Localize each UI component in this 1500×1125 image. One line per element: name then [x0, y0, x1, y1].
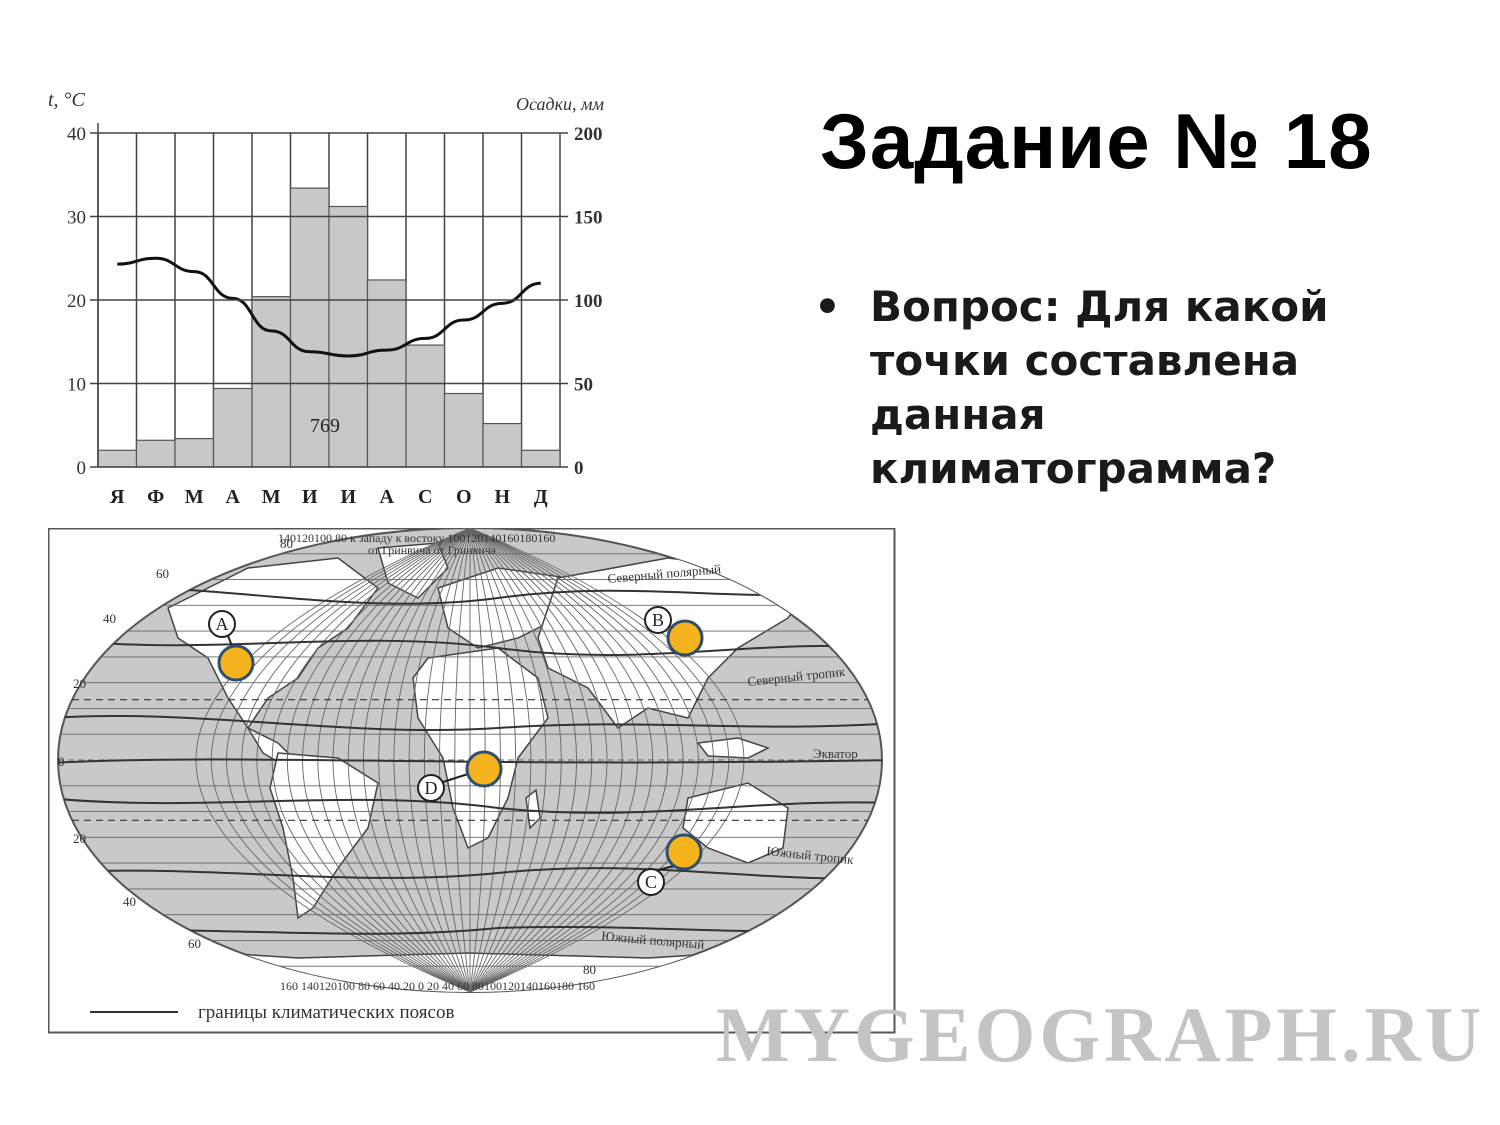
left-axis-label: t, °C [48, 89, 86, 111]
precip-bar-3 [174, 438, 215, 468]
lat-label-60n: 60 [156, 566, 169, 581]
month-label-4: А [226, 486, 241, 508]
meridian-130 [469, 528, 669, 992]
lat-label-60s: 60 [188, 936, 201, 951]
precipitation-total: 769 [310, 415, 340, 437]
meridian--40 [408, 528, 471, 992]
month-label-6: И [302, 486, 318, 508]
point-b[interactable]: B [644, 606, 704, 657]
month-label-12: Д [534, 486, 548, 508]
point-d-marker [465, 750, 503, 788]
month-label-3: М [185, 486, 204, 508]
precip-bar-1 [97, 449, 138, 468]
precip-bar-2 [135, 439, 176, 468]
precip-bar-7 [328, 205, 369, 468]
point-b-marker [666, 619, 704, 657]
chart-line [117, 256, 541, 358]
lat-label-80s: 80 [583, 962, 596, 977]
chart-bars [97, 187, 561, 468]
meridian-140 [469, 528, 684, 992]
temperature-line [117, 256, 541, 358]
point-a[interactable]: A [208, 610, 255, 682]
month-label-1: Я [110, 486, 125, 508]
right-tick-100: 100 [574, 291, 603, 312]
point-a-label: A [216, 614, 229, 634]
lat-label-80n: 80 [280, 536, 293, 551]
left-tick-10: 10 [67, 375, 86, 396]
right-tick-150: 150 [574, 208, 603, 229]
point-d-label: D [425, 778, 438, 798]
right-tick-50: 50 [574, 375, 593, 396]
watermark: MYGEOGRAPH.RU [716, 991, 1486, 1078]
meridian--10 [454, 528, 471, 992]
month-label-11: Н [494, 486, 510, 508]
meridian-160 [469, 528, 714, 992]
point-d[interactable]: D [417, 750, 503, 802]
bottom-scale-label: 160 140120100 80 60 40 20 0 20 40 60 801… [280, 979, 595, 993]
lat-label-40s: 40 [123, 894, 136, 909]
point-c[interactable]: C [637, 833, 703, 896]
month-label-2: Ф [147, 486, 164, 508]
month-label-8: А [380, 486, 395, 508]
lat-label-40n: 40 [103, 611, 116, 626]
meridian-120 [469, 528, 654, 992]
precip-bar-4 [212, 387, 253, 468]
month-label-9: С [418, 486, 432, 508]
month-label-7: И [340, 486, 356, 508]
meridian--20 [439, 528, 471, 992]
right-tick-200: 200 [574, 124, 603, 145]
meridian-110 [469, 528, 638, 992]
precip-bar-10 [443, 392, 484, 468]
top-scale-sub-label: от Гринвича от Гринвича [368, 543, 497, 557]
precip-bar-11 [482, 422, 523, 468]
point-c-label: C [645, 872, 657, 892]
slide-title: Задание № 18 [820, 97, 1373, 185]
lat-label-20n: 20 [73, 676, 86, 691]
month-label-5: М [262, 486, 281, 508]
left-tick-0: 0 [77, 458, 87, 479]
precip-bar-8 [366, 279, 407, 468]
question-text: Вопрос: Для какой точки составлена данна… [870, 282, 1329, 493]
month-label-10: О [456, 486, 472, 508]
right-axis-label: Осадки, мм [516, 94, 605, 114]
point-c-marker [665, 833, 703, 871]
bullet: • [814, 282, 841, 331]
precip-bar-6 [289, 187, 330, 468]
point-b-label: B [652, 610, 664, 630]
meridian--30 [423, 528, 471, 992]
world-climate-map: 140120100 80 к западу к востоку 10012014… [48, 528, 896, 1034]
meridian-170 [469, 528, 729, 992]
meridian-180 [469, 528, 745, 992]
top-scale-label: 140120100 80 к западу к востоку 10012014… [278, 531, 555, 545]
right-tick-0: 0 [574, 458, 584, 479]
lat-label-0: 0 [58, 754, 65, 769]
meridian-150 [469, 528, 699, 992]
lat-label-20s: 20 [73, 831, 86, 846]
point-a-marker [217, 644, 255, 682]
left-tick-20: 20 [67, 291, 86, 312]
legend-text: границы климатических поясов [198, 1002, 454, 1023]
precip-bar-9 [405, 344, 446, 468]
equator-label: Экватор [813, 746, 858, 761]
left-tick-30: 30 [67, 208, 86, 229]
precip-bar-12 [520, 449, 561, 468]
left-tick-40: 40 [67, 124, 86, 145]
